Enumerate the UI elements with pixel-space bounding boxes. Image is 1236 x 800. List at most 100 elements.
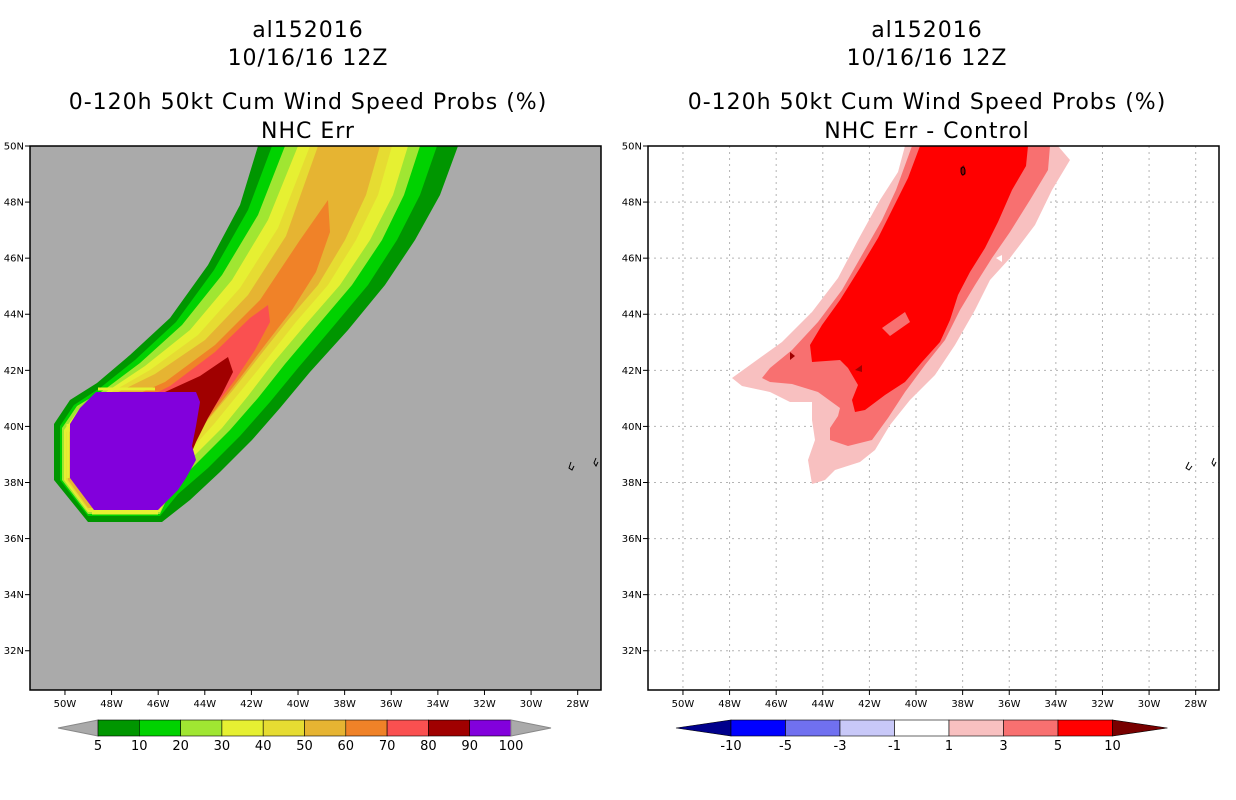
x-tick-label: 34W <box>1045 699 1068 710</box>
left-map-panel: 50W 48W 46W 44W 42W 40W 38W 36W 34W 32W 30W 28W 32N 3… <box>4 142 602 711</box>
colorbar-right-arrow <box>510 719 552 737</box>
colorbar-swatch <box>1003 719 1059 737</box>
left-coast-outline <box>568 457 599 471</box>
colorbar-label: 3 <box>999 739 1007 754</box>
colorbar-label: 40 <box>255 739 272 754</box>
x-tick-label: 30W <box>1138 699 1161 710</box>
y-tick-label: 40N <box>4 422 24 433</box>
contour-fill-100 <box>70 392 200 510</box>
colorbar-swatch <box>948 719 1004 737</box>
colorbar-label: 100 <box>499 739 524 754</box>
x-tick-label: 40W <box>905 699 928 710</box>
y-tick-label: 44N <box>622 310 642 321</box>
right-coast-outline <box>1185 457 1217 471</box>
x-tick-label: 32W <box>473 699 496 710</box>
left-title-line3: 0-120h 50kt Cum Wind Speed Probs (%) <box>68 90 548 115</box>
colorbar-swatch <box>97 719 140 737</box>
colorbar-swatch <box>428 719 470 737</box>
colorbar-label: -5 <box>779 739 792 754</box>
y-tick-label: 50N <box>622 142 642 153</box>
right-title-line3: 0-120h 50kt Cum Wind Speed Probs (%) <box>687 90 1167 115</box>
right-subtitle: NHC Err - Control <box>824 119 1030 144</box>
colorbar-label: 90 <box>461 739 478 754</box>
y-tick-label: 32N <box>622 646 642 657</box>
colorbar-label: 30 <box>214 739 231 754</box>
colorbar-swatch <box>262 719 305 737</box>
x-tick-label: 42W <box>858 699 881 710</box>
colorbar-swatch <box>894 719 950 737</box>
y-tick-label: 48N <box>4 198 24 209</box>
y-tick-label: 42N <box>4 366 24 377</box>
right-map-frame <box>647 145 1220 691</box>
x-tick-label: 38W <box>333 699 356 710</box>
colorbar-label: -10 <box>720 739 741 754</box>
y-tick-label: 48N <box>622 198 642 209</box>
colorbar-right-arrow <box>1112 719 1168 737</box>
colorbar-left-arrow <box>57 719 99 737</box>
y-tick-label: 50N <box>4 142 24 153</box>
colorbar-left-arrow <box>675 719 732 737</box>
colorbar-swatch <box>839 719 895 737</box>
y-tick-label: 40N <box>622 422 642 433</box>
colorbar-label: 80 <box>420 739 437 754</box>
y-tick-label: 38N <box>4 478 24 489</box>
y-tick-label: 42N <box>622 366 642 377</box>
y-tick-label: 32N <box>4 646 24 657</box>
colorbar-label: 60 <box>338 739 355 754</box>
colorbar-swatch <box>345 719 388 737</box>
x-tick-label: 36W <box>380 699 403 710</box>
y-tick-label: 46N <box>622 254 642 265</box>
x-tick-label: 46W <box>147 699 170 710</box>
left-title-line1: al152016 <box>252 18 364 43</box>
colorbar-label: 50 <box>296 739 313 754</box>
y-tick-label: 36N <box>4 534 24 545</box>
x-tick-label: 48W <box>718 699 741 710</box>
colorbar-swatch <box>221 719 264 737</box>
x-tick-label: 28W <box>566 699 589 710</box>
colorbar-label: 5 <box>1054 739 1062 754</box>
left-map-frame <box>29 145 602 691</box>
left-probability-contours <box>54 146 458 522</box>
x-tick-label: 50W <box>54 699 77 710</box>
x-tick-label: 30W <box>520 699 543 710</box>
colorbar-swatch <box>1057 719 1113 737</box>
colorbar-label: 10 <box>131 739 148 754</box>
colorbar-swatch <box>386 719 429 737</box>
x-tick-label: 34W <box>427 699 450 710</box>
colorbar-swatch <box>730 719 786 737</box>
colorbar-label: 70 <box>379 739 396 754</box>
colorbar-label: -1 <box>888 739 901 754</box>
colorbar-label: 20 <box>172 739 189 754</box>
x-tick-label: 40W <box>287 699 310 710</box>
x-tick-label: 48W <box>100 699 123 710</box>
left-subtitle: NHC Err <box>261 119 355 144</box>
x-tick-label: 42W <box>240 699 263 710</box>
colorbar-swatch <box>785 719 841 737</box>
y-tick-label: 34N <box>4 590 24 601</box>
y-tick-label: 36N <box>622 534 642 545</box>
right-title-line1: al152016 <box>871 18 983 43</box>
x-tick-label: 38W <box>951 699 974 710</box>
x-tick-label: 36W <box>998 699 1021 710</box>
y-tick-label: 38N <box>622 478 642 489</box>
left-axes: 50W 48W 46W 44W 42W 40W 38W 36W 34W 32W 30W 28W 32N 3… <box>4 142 589 711</box>
colorbar-label: -3 <box>834 739 847 754</box>
colorbar-label: 1 <box>945 739 953 754</box>
left-title-line2: 10/16/16 12Z <box>227 46 389 71</box>
y-tick-label: 34N <box>622 590 642 601</box>
y-tick-label: 44N <box>4 310 24 321</box>
right-map-panel: 50W 48W 46W 44W 42W 40W 38W 36W 34W 32W 30W 28W 32N 3… <box>622 142 1220 710</box>
x-tick-label: 32W <box>1091 699 1114 710</box>
diff-fill-5 <box>810 146 1028 412</box>
x-tick-label: 44W <box>193 699 216 710</box>
core-rim <box>66 387 158 515</box>
left-colorbar: 5 10 20 30 40 50 60 70 80 90 100 <box>57 719 552 754</box>
right-notch-features <box>790 165 1002 372</box>
colorbar-swatch <box>180 719 223 737</box>
x-tick-label: 28W <box>1184 699 1207 710</box>
right-colorbar: -10 -5 -3 -1 1 3 5 10 <box>675 719 1168 754</box>
right-title-line2: 10/16/16 12Z <box>846 46 1008 71</box>
colorbar-swatch <box>139 719 181 737</box>
colorbar-label: 10 <box>1104 739 1121 754</box>
